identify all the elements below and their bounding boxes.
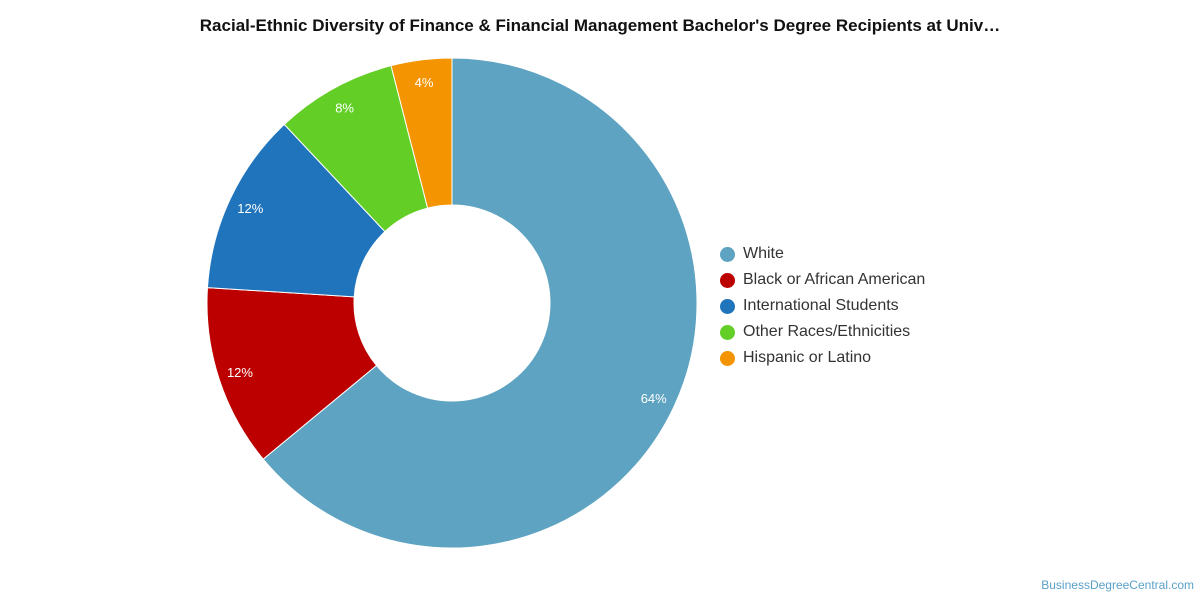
legend-swatch-black: [720, 272, 735, 288]
legend-swatch-hispanic: [720, 350, 735, 366]
slice-hispanic[interactable]: [390, 57, 453, 209]
legend-label-white: White: [743, 245, 784, 262]
slice-black[interactable]: [206, 287, 378, 460]
legend-swatch-other: [720, 324, 735, 340]
legend-label-black: Black or African American: [743, 271, 926, 288]
slice-label-black: 12%: [227, 365, 253, 380]
slice-label-hispanic: 4%: [415, 75, 434, 90]
slice-label-other: 8%: [335, 101, 354, 116]
legend-label-international: International Students: [743, 297, 899, 314]
slice-label-white: 64%: [641, 391, 667, 406]
legend-item-international[interactable]: International Students: [720, 293, 925, 319]
legend-item-hispanic[interactable]: Hispanic or Latino: [720, 345, 925, 371]
legend-label-other: Other Races/Ethnicities: [743, 323, 911, 340]
legend-item-white[interactable]: White: [720, 241, 925, 267]
legend-item-black[interactable]: Black or African American: [720, 267, 925, 293]
watermark: BusinessDegreeCentral.com: [1041, 578, 1194, 592]
legend-item-other[interactable]: Other Races/Ethnicities: [720, 319, 925, 345]
chart-title: Racial-Ethnic Diversity of Finance & Fin…: [199, 16, 1001, 35]
slice-international[interactable]: [206, 123, 386, 298]
slice-label-international: 12%: [237, 201, 263, 216]
slice-white[interactable]: [262, 57, 698, 549]
legend-label-hispanic: Hispanic or Latino: [743, 349, 872, 366]
legend: White Black or African American Internat…: [720, 241, 925, 371]
legend-swatch-white: [720, 246, 735, 262]
legend-swatch-international: [720, 298, 735, 314]
